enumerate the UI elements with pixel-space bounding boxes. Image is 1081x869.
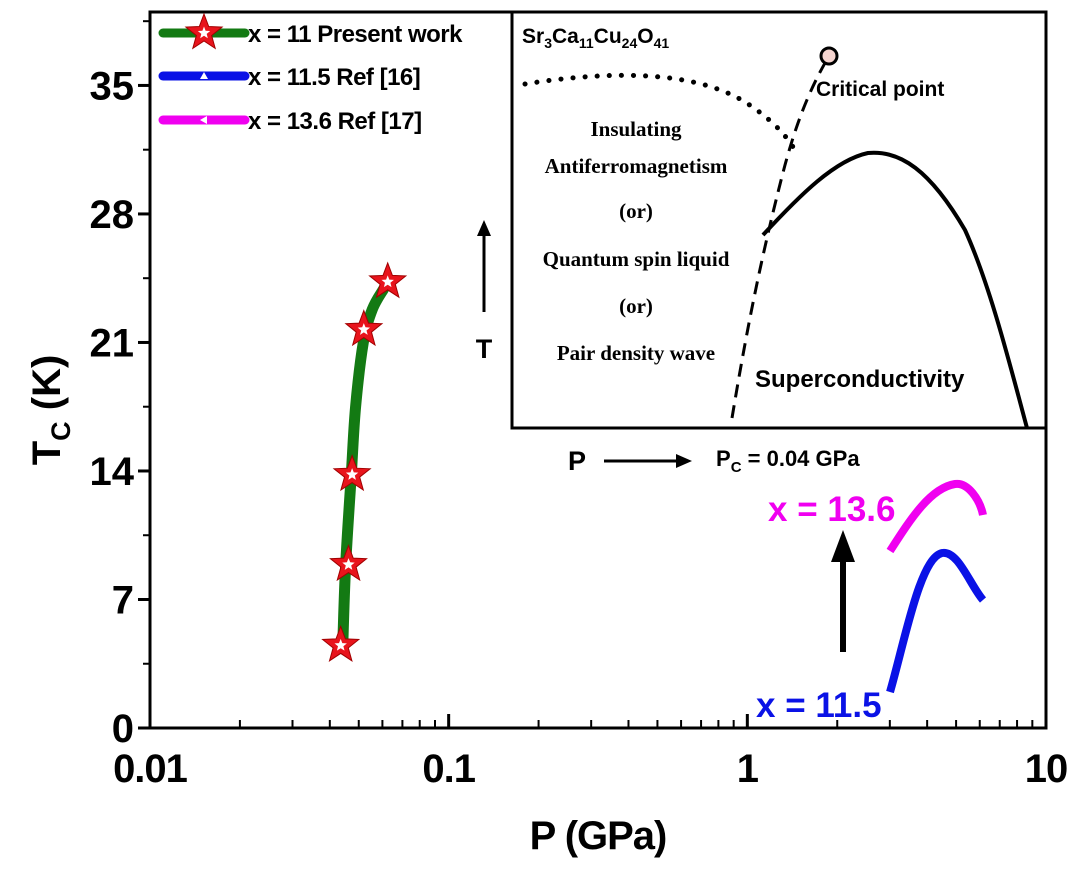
x-tick-label: 1: [737, 747, 759, 791]
t-arrow-label: T: [476, 334, 493, 364]
y-tick-label: 28: [90, 193, 135, 237]
mini-curve-x115: [886, 548, 987, 694]
series-x11-star-center: [345, 468, 359, 480]
phase-line-3: (or): [619, 199, 653, 223]
insulating-boundary-dotted: [522, 72, 796, 150]
y-axis-title: TC (K): [25, 355, 76, 466]
series-x11-star-center: [334, 638, 347, 651]
y-tick-label: 0: [112, 707, 134, 751]
superconducting-dome: [761, 150, 1029, 429]
x-tick-label: 10: [1025, 747, 1068, 791]
mini-curve-x136: [886, 479, 987, 554]
axis-ticks: 0.01 0.1 1 10 0 7 14 21 28 35: [90, 20, 1068, 791]
series-x11-star-center: [357, 323, 370, 335]
y-tick-label: 21: [90, 321, 135, 365]
t-arrow-head: [477, 220, 491, 236]
phase-line-1: Insulating: [590, 117, 682, 141]
series-x11-star-center: [381, 275, 394, 288]
x115-label: x = 11.5: [756, 686, 882, 725]
first-order-line-dashed: [730, 55, 831, 419]
x-tick-label: 0.1: [422, 747, 475, 791]
legend-triangle-marker: [200, 72, 208, 79]
x136-label: x = 13.6: [768, 490, 895, 529]
series-x11-star-center: [342, 558, 355, 570]
phase-line-6: Pair density wave: [557, 341, 715, 365]
pc-label: PC = 0.04 GPa: [716, 446, 860, 476]
phase-line-5: (or): [619, 294, 653, 318]
legend: x = 11 Present work x = 11.5 Ref [16] x = …: [158, 12, 464, 135]
legend-label-2: x = 13.6 Ref [17]: [248, 108, 422, 135]
critical-point-label: Critical point: [816, 78, 944, 101]
legend-triangle-left-marker: [200, 116, 207, 124]
phase-line-2: Antiferromagnetism: [545, 154, 728, 178]
p-arrow-label: P: [568, 446, 586, 476]
legend-label-0: x = 11 Present work: [248, 21, 463, 48]
legend-label-1: x = 11.5 Ref [16]: [248, 64, 420, 91]
y-tick-label: 35: [90, 64, 135, 108]
phase-line-4: Quantum spin liquid: [543, 247, 730, 271]
critical-point-marker: [819, 46, 839, 66]
doping-arrow-head: [831, 530, 855, 562]
x-axis-title: P (GPa): [530, 814, 667, 858]
superconductivity-label: Superconductivity: [755, 366, 965, 393]
inset-title: Sr3Ca11Cu24O41: [522, 25, 669, 51]
y-tick-label: 7: [112, 578, 134, 622]
p-arrow-head: [676, 454, 692, 468]
x-tick-label: 0.01: [113, 747, 188, 791]
legend-star-center: [197, 26, 211, 39]
y-tick-label: 14: [90, 450, 135, 494]
series-layer: [321, 261, 408, 662]
